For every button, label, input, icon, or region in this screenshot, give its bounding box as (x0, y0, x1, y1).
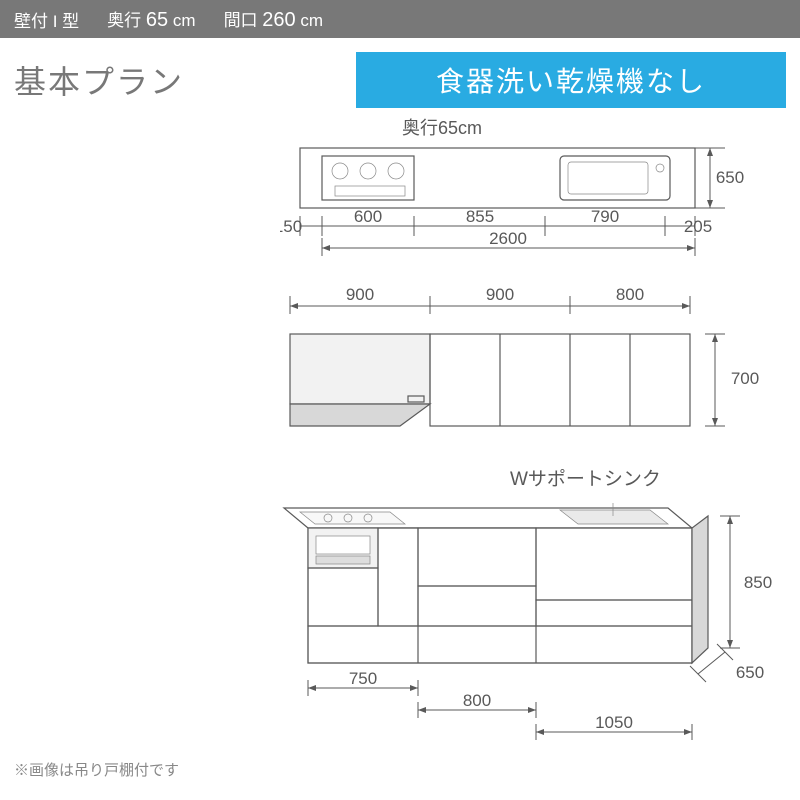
topview-depth-dim: 650 (716, 168, 744, 187)
svg-text:850: 850 (744, 573, 772, 592)
svg-text:700: 700 (731, 369, 759, 388)
svg-text:150: 150 (280, 217, 302, 236)
svg-text:1050: 1050 (595, 713, 633, 732)
plan-title: 基本プラン (14, 57, 184, 103)
type-label: 壁付 I 型 (14, 7, 79, 32)
svg-text:800: 800 (616, 286, 644, 304)
header-bar: 壁付 I 型 奥行 65 cm 間口 260 cm (0, 0, 800, 38)
width-value: 260 (262, 9, 295, 31)
svg-text:750: 750 (349, 669, 377, 688)
svg-text:205: 205 (684, 217, 712, 236)
svg-text:790: 790 (591, 207, 619, 226)
svg-text:855: 855 (466, 207, 494, 226)
footnote: ※画像は吊り戸棚付です (14, 759, 179, 780)
depth-label: 奥行 (107, 11, 141, 30)
width-unit: cm (300, 11, 323, 30)
upper-dims-svg: 900 900 800 (260, 286, 760, 326)
topview-caption: 奥行65cm (402, 114, 482, 140)
depth-unit: cm (173, 11, 196, 30)
svg-text:650: 650 (736, 663, 764, 682)
width-group: 間口 260 cm (224, 6, 324, 32)
sink-label: Wサポートシンク (510, 464, 661, 491)
topview-svg: 650 150 600 855 790 205 2600 (280, 138, 780, 288)
svg-text:900: 900 (346, 286, 374, 304)
svg-text:900: 900 (486, 286, 514, 304)
svg-text:600: 600 (354, 207, 382, 226)
blue-banner: 食器洗い乾燥機なし (356, 52, 786, 108)
svg-text:800: 800 (463, 691, 491, 710)
title-row: 基本プラン 食器洗い乾燥機なし (0, 38, 800, 108)
depth-group: 奥行 65 cm (107, 6, 195, 32)
svg-text:2600: 2600 (489, 229, 527, 248)
width-label: 間口 (224, 11, 258, 30)
upper-cabinet-svg: 700 (260, 326, 780, 456)
diagram-area: 奥行65cm 650 150 600 855 790 205 (0, 108, 800, 788)
base-cabinet-svg: 850 650 750 800 1050 (230, 488, 790, 768)
depth-value: 65 (146, 9, 168, 31)
